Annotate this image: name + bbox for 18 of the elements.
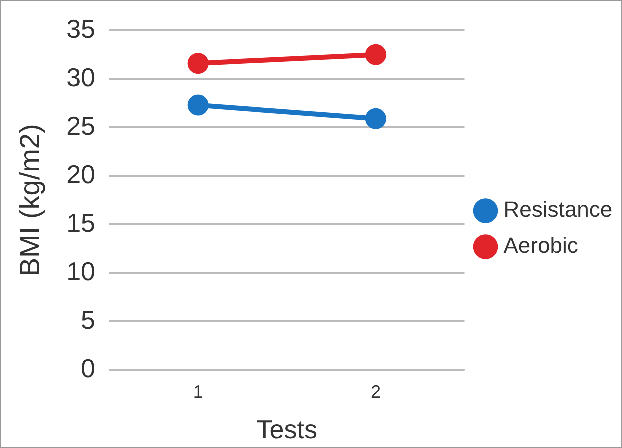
y-tick-label: 35 [66, 14, 96, 44]
y-tick-label: 25 [66, 110, 96, 141]
y-tick-label: 10 [66, 256, 96, 286]
y-tick-label: 15 [66, 208, 96, 238]
y-tick-label: 5 [81, 304, 96, 335]
y-tick-label: 0 [81, 353, 96, 384]
point [188, 53, 209, 74]
x-tick-label: 2 [370, 382, 381, 402]
x-axis-title: Tests [256, 414, 318, 445]
y-tick-label: 30 [66, 62, 96, 92]
y-tick-label: 20 [66, 159, 96, 190]
legend-label: Aerobic [504, 233, 578, 258]
y-axis-title: BMI (kg/m2) [14, 124, 46, 277]
point [365, 108, 386, 130]
point [365, 44, 386, 66]
legend-label: Resistance [504, 197, 613, 222]
x-tick-label: 1 [193, 382, 204, 402]
point [188, 94, 209, 116]
